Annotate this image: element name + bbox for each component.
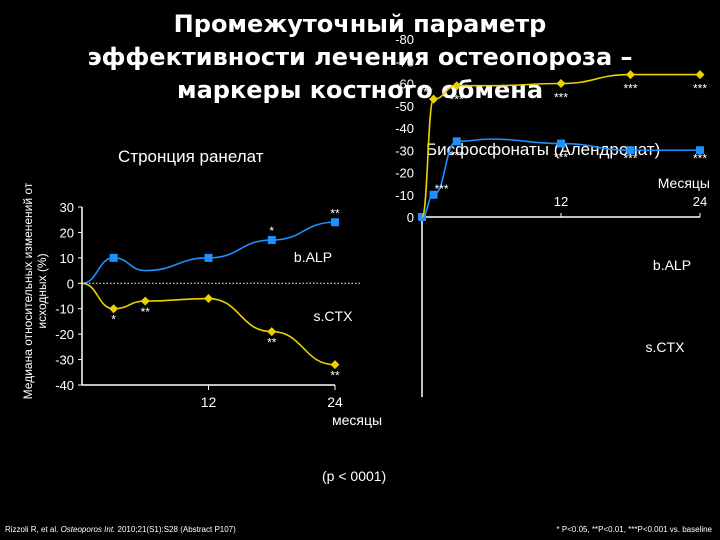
right-y-tick-label: -60: [395, 77, 414, 92]
title-line-2: эффективности лечения остеопороза –: [87, 43, 633, 71]
right-chart: 0 -10 -20 -30 -40 -50 -60 -70 -80 12 24 Месяцы *** **…: [395, 32, 710, 397]
right-significance-label: ***: [435, 182, 449, 196]
left-series-label-sctx: s.CTX: [314, 308, 354, 324]
right-x-tick-label: 12: [554, 194, 568, 209]
right-series-label-balp: b.ALP: [653, 257, 691, 273]
left-significance-label: **: [141, 305, 151, 319]
right-y-tick-label: -10: [395, 188, 414, 203]
left-x-axis-label: месяцы: [332, 412, 382, 428]
right-y-tick-label: -40: [395, 121, 414, 136]
right-x-tick-label: 24: [693, 194, 707, 209]
right-y-tick-label: -30: [395, 143, 414, 158]
left-y-tick-label: -30: [55, 353, 74, 368]
title-line-1: Промежуточный параметр: [173, 10, 547, 38]
right-series-label-sctx: s.CTX: [646, 339, 686, 355]
right-data-point: [696, 146, 704, 155]
right-y-tick-label: -20: [395, 166, 414, 181]
left-data-point: [109, 304, 119, 314]
right-significance-label: ***: [693, 82, 707, 96]
right-data-point: [452, 137, 461, 146]
left-x-tick-label: 24: [327, 394, 343, 410]
right-data-point: [429, 94, 439, 104]
right-significance-label: ***: [450, 148, 464, 162]
left-x-tick-label: 12: [201, 394, 217, 410]
right-data-point: [557, 139, 565, 148]
right-x-axis-label: Месяцы: [658, 175, 710, 191]
left-y-tick-label: 20: [60, 225, 74, 240]
right-data-point: [452, 81, 462, 91]
left-data-point: [267, 236, 276, 245]
right-chart-title: Бисфосфонаты (Алендронат): [426, 140, 661, 159]
left-significance-label: *: [269, 224, 274, 238]
right-significance-label: ***: [554, 151, 568, 165]
right-significance-label: ***: [450, 93, 464, 107]
left-y-tick-label: -40: [55, 378, 74, 393]
right-y-tick-label: 0: [407, 210, 414, 225]
left-significance-label: **: [267, 336, 277, 350]
right-y-tick-label: -50: [395, 99, 414, 114]
slide-title: Промежуточный параметр эффективности леч…: [0, 8, 720, 107]
left-significance-label: **: [330, 206, 340, 220]
left-y-tick-label: -20: [55, 327, 74, 342]
right-significance-label: ***: [554, 91, 568, 105]
right-significance-label: ***: [623, 151, 637, 165]
left-data-point: [330, 360, 340, 370]
citation-suffix: 2010;21(S1):S28 (Abstract P107): [115, 525, 236, 534]
left-significance-label: **: [330, 369, 340, 383]
right-data-point: [429, 190, 438, 199]
left-y-tick-label: -10: [55, 302, 74, 317]
citation-journal: Osteoporos Int.: [60, 525, 116, 534]
right-significance-label: ***: [693, 151, 707, 165]
title-line-3: маркеры костного обмена: [176, 76, 544, 104]
right-significance-label: ***: [419, 85, 433, 99]
right-data-point: [556, 79, 566, 88]
right-y-tick-label: -70: [395, 54, 414, 69]
left-data-point: [204, 253, 213, 262]
left-y-tick-label: 30: [60, 200, 74, 215]
right-data-point: [626, 70, 635, 80]
right-significance-label: ***: [623, 82, 637, 96]
citation: Rizzoli R, et al. Osteoporos Int. 2010;2…: [5, 525, 236, 534]
left-y-tick-label: 10: [60, 251, 74, 266]
citation-prefix: Rizzoli R, et al.: [5, 525, 61, 534]
significance-note: * P<0.05, **P<0.01, ***P<0.001 vs. basel…: [556, 525, 712, 534]
left-data-point: [109, 253, 118, 262]
left-significance-label: *: [111, 313, 116, 327]
right-data-point: [695, 70, 705, 80]
left-data-point: [140, 296, 150, 306]
left-data-point: [331, 218, 339, 227]
right-y-tick-label: -80: [395, 32, 414, 47]
left-chart-title: Стронция ранелат: [118, 147, 264, 166]
left-series-label-balp: b.ALP: [294, 249, 332, 265]
right-data-point: [626, 146, 635, 155]
left-data-point: [267, 327, 277, 337]
p-value-note: (p < 0001): [322, 468, 387, 484]
left-data-point: [204, 294, 213, 304]
left-y-tick-label: 0: [67, 276, 74, 291]
